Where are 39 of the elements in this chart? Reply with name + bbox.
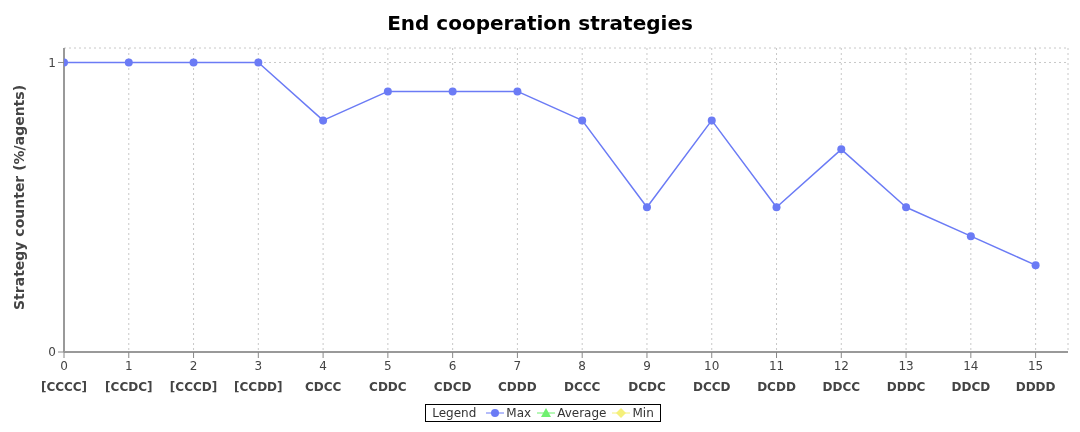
x-tick-label: 11 DCDD [757, 359, 796, 394]
point [902, 203, 911, 212]
point [1031, 261, 1040, 270]
point [124, 58, 133, 67]
point [448, 87, 457, 96]
x-tick-label: 0 [CCCC] [40, 359, 88, 394]
point [642, 203, 651, 212]
x-tick-label: 6 CDCD [433, 359, 472, 394]
y-tick-label: 1 [48, 55, 56, 70]
point [319, 116, 328, 125]
x-tick-label: 12 DDCC [822, 359, 861, 394]
x-tick-label: 4 CDCC [304, 359, 342, 394]
x-tick-label: 8 DCCC [564, 359, 601, 394]
point [189, 58, 198, 67]
point [707, 116, 716, 125]
point [383, 87, 392, 96]
point [966, 232, 975, 241]
x-tick-label: 10 DCCD [692, 359, 731, 394]
point [254, 58, 263, 67]
point [513, 87, 522, 96]
x-tick-label: 3 [CCDD] [234, 359, 283, 394]
x-tick-label: 2 [CCCD] [169, 359, 218, 394]
legend-label: Average [557, 406, 607, 420]
legend-label: Min [632, 406, 654, 420]
x-tick-label: 15 DDDD [1015, 359, 1056, 394]
x-tick-label: 5 CDDC [369, 359, 407, 394]
x-tick-label: 1 [CCDC] [105, 359, 153, 394]
x-tick-label: 14 DDCD [951, 359, 991, 394]
x-tick-label: 9 DCDC [628, 359, 666, 394]
chart-title: End cooperation strategies [386, 10, 694, 37]
point [578, 116, 587, 125]
legend-title: Legend [432, 406, 477, 420]
y-axis-title: Strategy counter (%/agents) [10, 84, 27, 310]
legend-label: Max [506, 406, 532, 420]
point [772, 203, 781, 212]
y-tick-label: 0 [48, 345, 56, 360]
point [837, 145, 846, 154]
x-tick-label: 13 DDDC [886, 359, 926, 394]
x-tick-label: 7 CDDD [498, 359, 537, 394]
